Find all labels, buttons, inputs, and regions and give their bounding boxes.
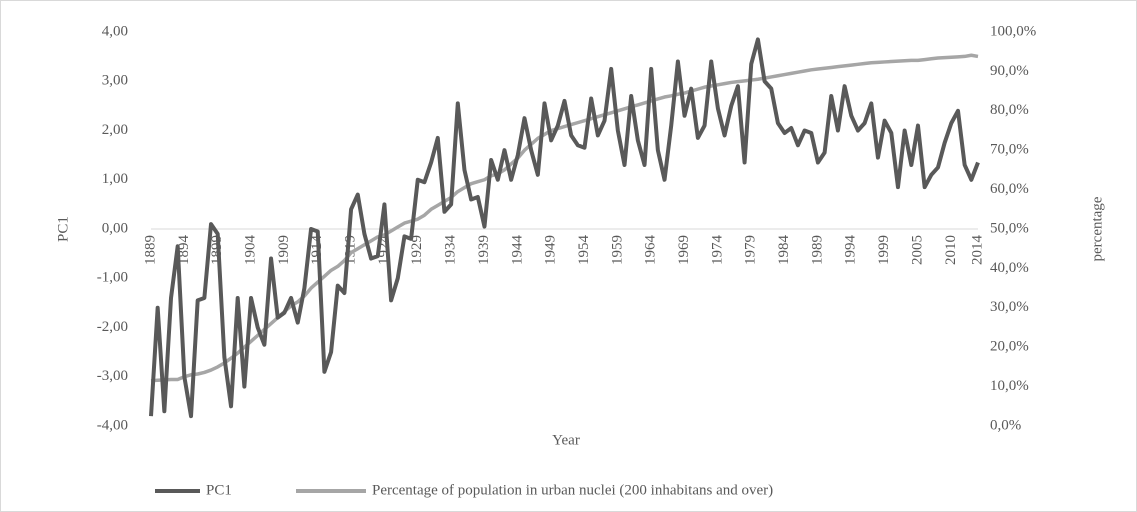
x-tick-label: 1929 <box>409 235 425 265</box>
x-tick-label: 1909 <box>276 235 292 265</box>
y-tick-label: 4,00 <box>102 23 128 39</box>
y-tick-label: 3,00 <box>102 73 128 89</box>
y2-tick-label: 70,0% <box>990 142 1029 158</box>
x-tick-label: 1999 <box>876 235 892 265</box>
y-tick-label: 1,00 <box>102 171 128 187</box>
x-tick-label: 1989 <box>809 235 825 265</box>
x-tick-label: 2014 <box>969 235 985 266</box>
x-tick-label: 1934 <box>443 235 459 266</box>
x-tick-label: 1954 <box>576 235 592 266</box>
x-tick-label: 1904 <box>242 235 258 265</box>
y2-tick-label: 40,0% <box>990 260 1029 276</box>
y-tick-label: -2,00 <box>97 319 128 335</box>
y-tick-label: 2,00 <box>102 122 128 138</box>
y-tick-label: -4,00 <box>97 417 128 433</box>
series-line <box>149 37 980 419</box>
y-axis-title: PC1 <box>55 216 71 242</box>
y-tick-label: 0,00 <box>102 220 128 236</box>
legend-label: PC1 <box>206 482 232 498</box>
x-tick-label: 2010 <box>943 235 959 265</box>
y2-tick-label: 50,0% <box>990 220 1029 236</box>
x-tick-label: 1959 <box>609 235 625 265</box>
x-tick-label: 1949 <box>543 235 559 265</box>
x-tick-label: 1964 <box>643 235 659 266</box>
x-tick-label: 1889 <box>142 235 158 265</box>
x-axis-title: Year <box>552 432 580 448</box>
y2-tick-label: 80,0% <box>990 102 1029 118</box>
y2-tick-label: 60,0% <box>990 181 1029 197</box>
y2-tick-label: 30,0% <box>990 299 1029 315</box>
x-tick-label: 1979 <box>743 235 759 265</box>
y2-tick-label: 20,0% <box>990 339 1029 355</box>
y-tick-label: -3,00 <box>97 368 128 384</box>
x-tick-label: 2005 <box>909 235 925 265</box>
y2-tick-label: 0,0% <box>990 417 1021 433</box>
x-tick-label: 1939 <box>476 235 492 265</box>
y-tick-label: -1,00 <box>97 270 128 286</box>
x-tick-label: 1994 <box>843 235 859 266</box>
y2-tick-label: 10,0% <box>990 378 1029 394</box>
y2-tick-label: 100,0% <box>990 23 1036 39</box>
y2-axis-title: percentage <box>1089 196 1105 261</box>
y2-tick-label: 90,0% <box>990 63 1029 79</box>
x-tick-label: 1984 <box>776 235 792 266</box>
x-tick-label: 1944 <box>509 235 525 266</box>
series-line <box>150 53 979 383</box>
x-tick-label: 1974 <box>709 235 725 266</box>
x-tick-label: 1969 <box>676 235 692 265</box>
legend-label: Percentage of population in urban nuclei… <box>372 482 773 498</box>
